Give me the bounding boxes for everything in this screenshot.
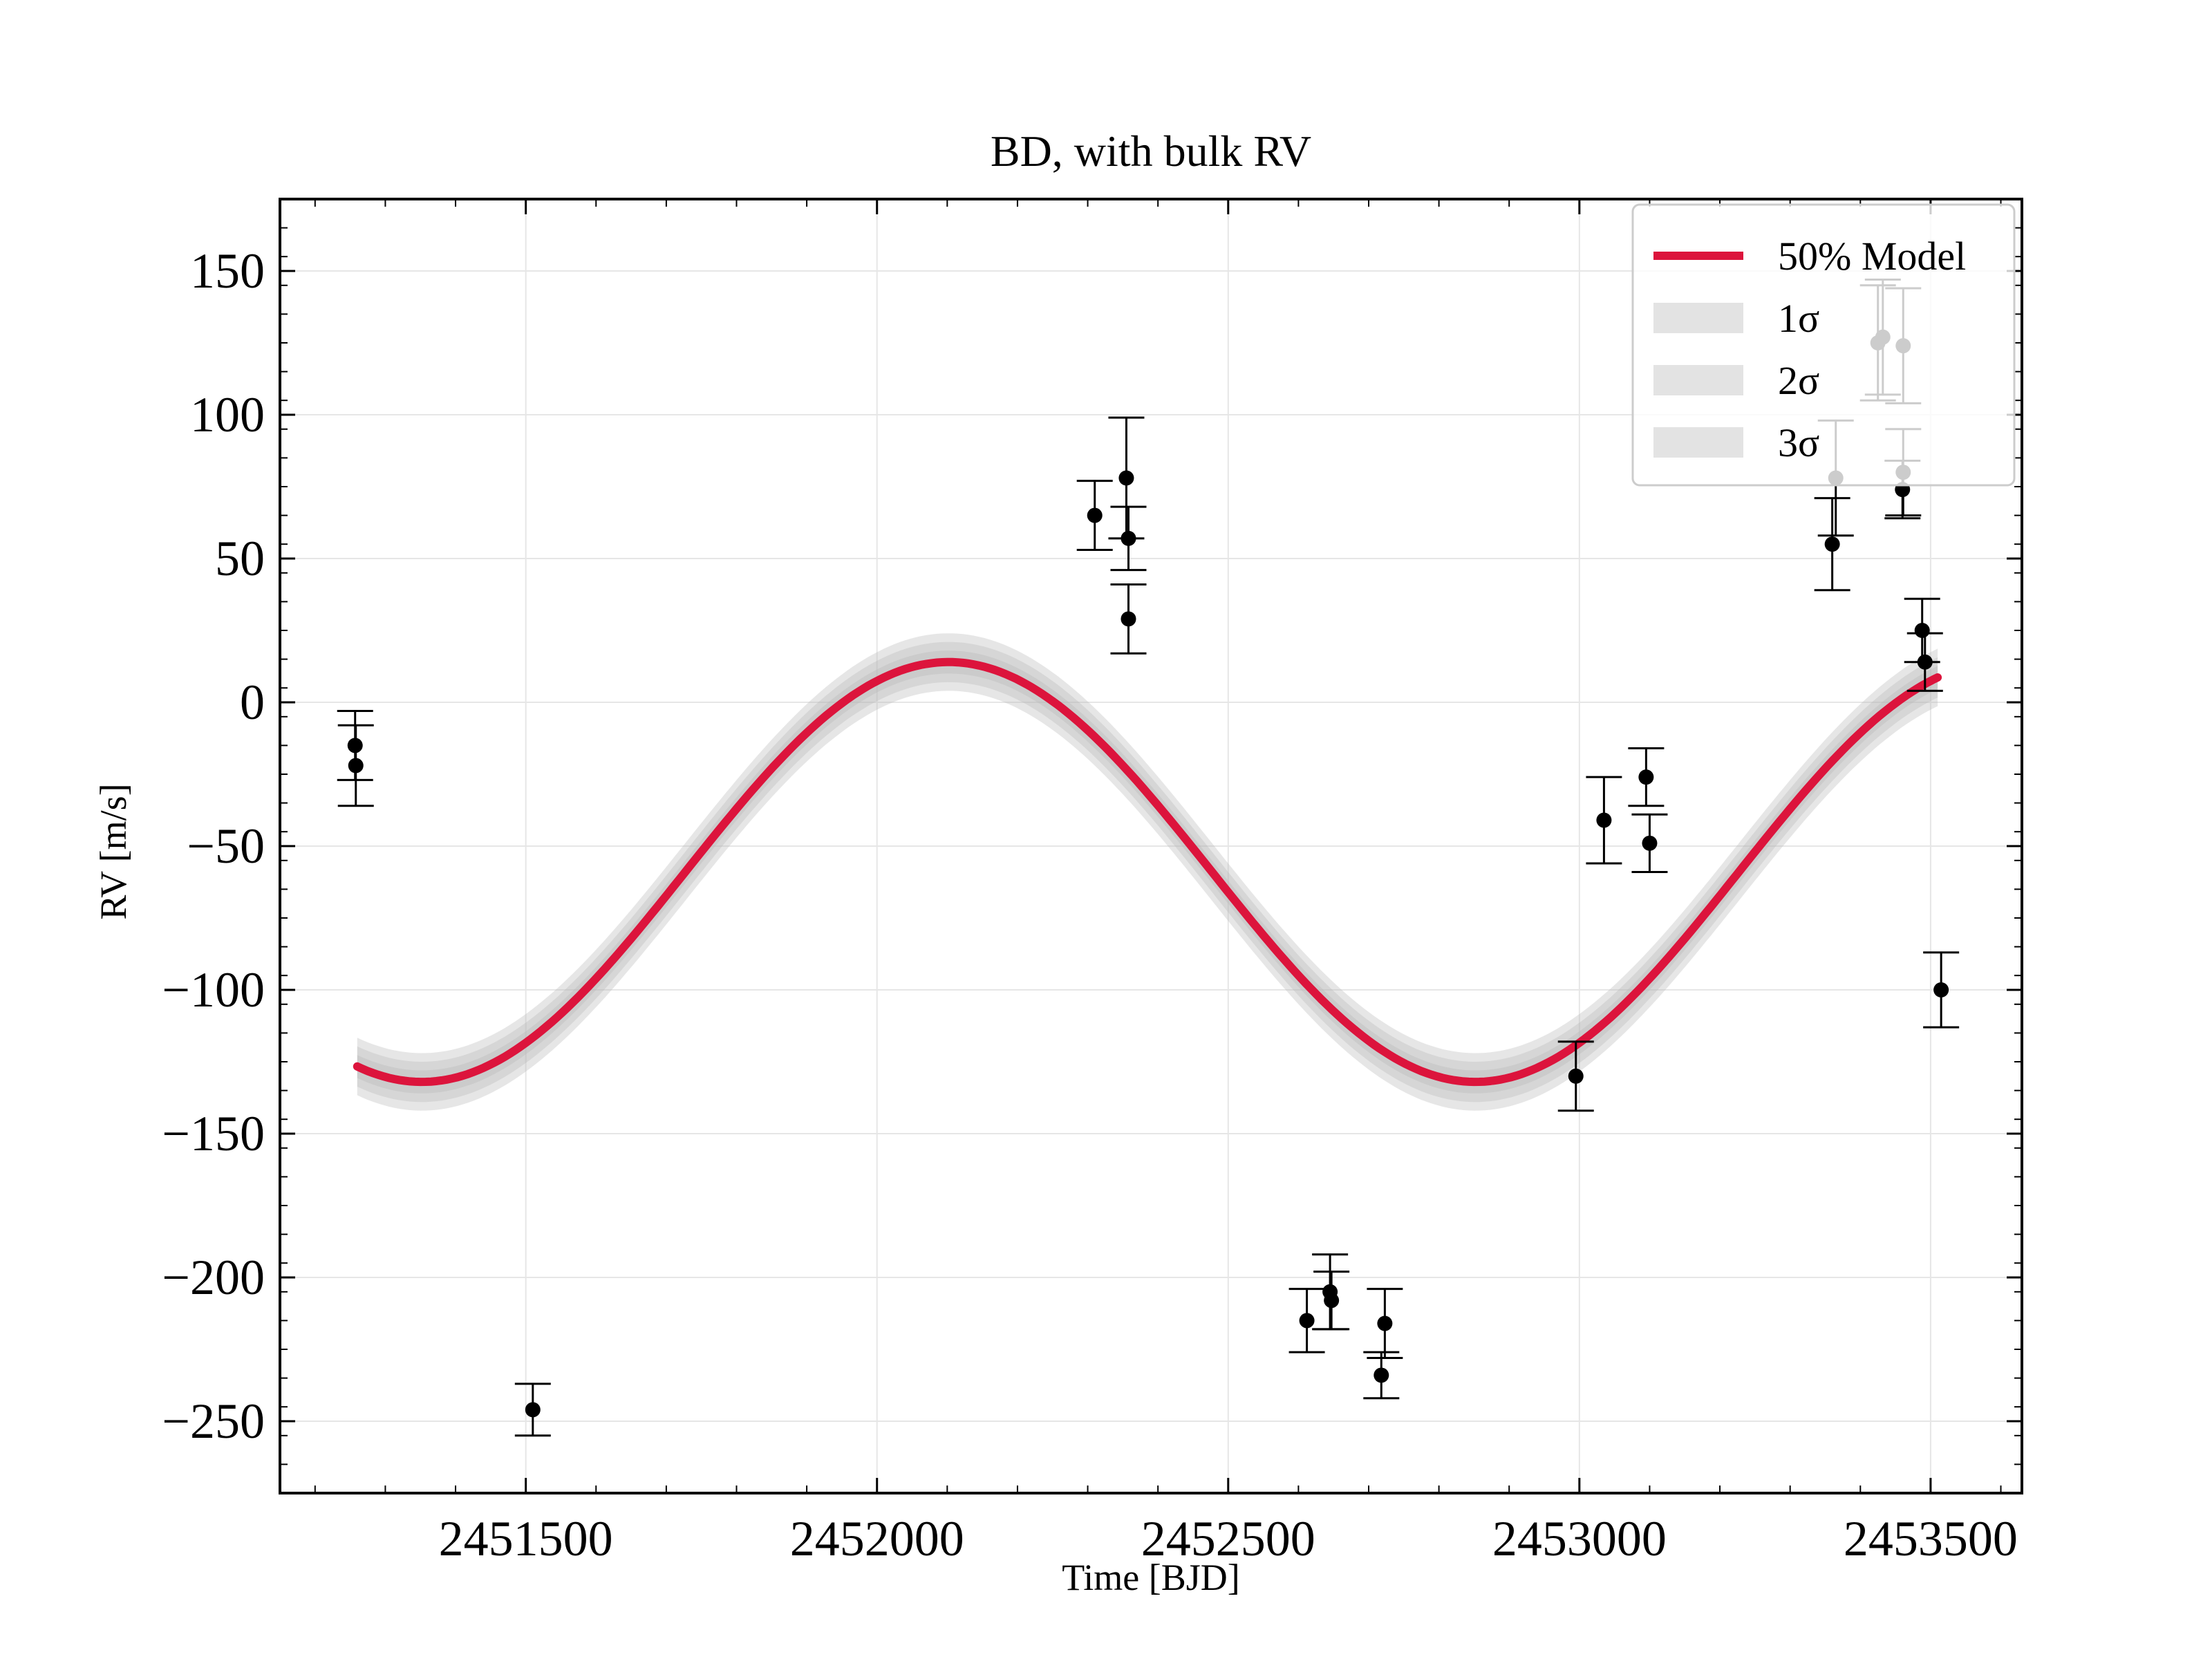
data-point [514,1382,551,1437]
point-marker [348,758,364,774]
x-tick-label: 2452000 [790,1511,964,1566]
point-marker [1914,623,1930,638]
data-point [337,724,374,807]
y-tick-label: 50 [215,531,265,586]
y-tick-label: −150 [162,1106,265,1161]
y-tick-label: 100 [190,387,265,442]
data-point [1906,632,1943,692]
model-series [353,657,1942,1087]
point-marker [1118,470,1134,486]
y-tick-label: 0 [240,675,265,730]
y-axis-label: RV [m/s] [93,783,134,919]
point-marker [1638,769,1654,785]
legend-box [1631,203,2016,487]
point-marker [1917,654,1933,670]
data-point [1814,497,1850,592]
x-tick-label: 2451500 [439,1511,613,1566]
legend-swatch-band [1653,365,1743,395]
data-point [1363,1351,1400,1400]
y-tick-label: −250 [162,1394,265,1449]
x-tick-label: 2453500 [1844,1511,2018,1566]
point-marker [1374,1367,1389,1383]
point-marker [1087,507,1103,523]
point-marker [1568,1068,1584,1084]
model-line [353,657,1942,1087]
legend-item: 1σ [1653,296,1819,341]
x-tick-label: 2453000 [1492,1511,1667,1566]
data-point [1631,813,1668,873]
data-point [1110,505,1147,572]
chart-title: BD, with bulk RV [991,126,1311,176]
point-marker [1299,1313,1315,1329]
sigma-band-2 [357,641,1938,1103]
y-tick-label: −200 [162,1250,265,1305]
sigma-band-3 [357,633,1938,1111]
legend-item: 3σ [1653,420,1819,465]
data-point [1628,747,1665,807]
data-point [1288,1288,1325,1353]
legend-label: 3σ [1778,420,1819,465]
point-marker [1596,812,1612,828]
y-tick-label: −50 [187,818,265,874]
grid [280,199,2022,1493]
point-marker [1824,536,1840,552]
point-marker [1121,611,1136,627]
point-marker [1642,835,1658,851]
x-axis-label: Time [BJD] [1062,1557,1240,1598]
point-marker [1933,982,1949,997]
data-point [1367,1288,1403,1359]
legend-label: 1σ [1778,296,1819,341]
data-point [1313,1271,1350,1331]
legend-swatch-band [1653,427,1743,458]
legend-swatch-band [1653,303,1743,333]
x-tick-label: 2452500 [1141,1511,1315,1566]
data-point [1923,951,1960,1029]
point-marker [1324,1293,1340,1309]
y-tick-label: 150 [190,243,265,299]
point-marker [1121,530,1136,546]
legend: 50% Model 1σ 2σ 3σ [1631,203,2016,487]
data-point [1557,1040,1594,1112]
y-tick-label: −100 [162,962,265,1018]
legend-item: 50% Model [1653,234,1966,279]
legend-label: 2σ [1778,358,1819,403]
axis-ticks: 2451500 2452000 2452500 2453000 2453500 150 10… [162,198,2022,1566]
data-point [1586,776,1622,865]
legend-item: 2σ [1653,358,1819,403]
legend-label: 50% Model [1778,234,1966,279]
point-marker [525,1402,541,1418]
point-marker [1377,1315,1393,1331]
data-point [1076,480,1113,552]
data-point [1110,583,1147,655]
